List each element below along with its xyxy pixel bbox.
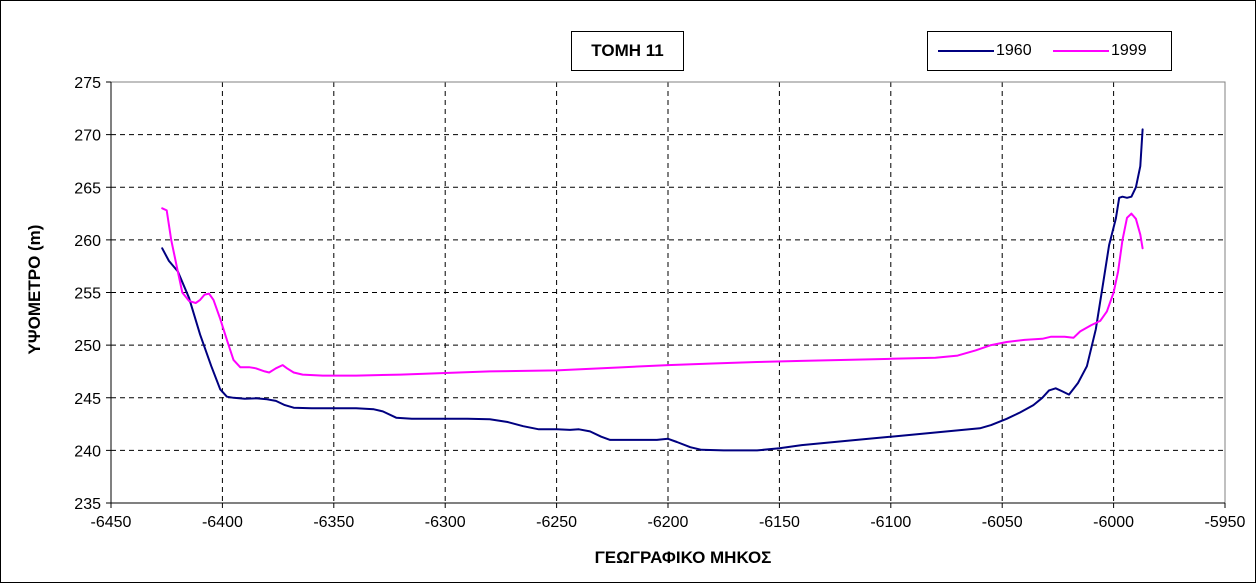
x-axis-title: ΓΕΩΓΡΑΦΙΚΟ ΜΗΚΟΣ: [595, 548, 772, 567]
legend-item-1960: 1960: [938, 32, 1032, 70]
legend: 1960 1999: [927, 31, 1172, 71]
x-tick-label: -5950: [1205, 514, 1246, 531]
chart-title: ΤΟΜΗ 11: [571, 31, 684, 71]
x-tick-label: -6400: [202, 514, 243, 531]
legend-label-1999: 1999: [1111, 42, 1147, 59]
y-axis-title: ΥΨΟΜΕΤΡΟ (m): [25, 225, 44, 355]
x-tick-label: -6150: [759, 514, 800, 531]
x-tick-label: -6300: [425, 514, 466, 531]
x-tick-label: -6200: [648, 514, 689, 531]
x-tick-label: -6050: [982, 514, 1023, 531]
y-tick-label: 255: [74, 286, 101, 303]
y-tick-label: 265: [74, 180, 101, 197]
x-tick-label: -6350: [313, 514, 354, 531]
legend-swatch-1960: [938, 50, 994, 52]
y-tick-label: 260: [74, 233, 101, 250]
x-tick-label: -6100: [870, 514, 911, 531]
y-tick-label: 250: [74, 338, 101, 355]
y-tick-label: 275: [74, 75, 101, 92]
legend-item-1999: 1999: [1053, 32, 1147, 70]
x-tick-label: -6250: [536, 514, 577, 531]
series-line-1960: [161, 128, 1144, 452]
y-tick-label: 235: [74, 496, 101, 513]
series-line-1999: [161, 207, 1144, 377]
y-tick-label: 240: [74, 443, 101, 460]
x-tick-label: -6450: [91, 514, 132, 531]
y-tick-label: 245: [74, 391, 101, 408]
legend-swatch-1999: [1053, 50, 1109, 52]
x-tick-label: -6000: [1093, 514, 1134, 531]
y-tick-label: 270: [74, 128, 101, 145]
legend-label-1960: 1960: [996, 42, 1032, 59]
